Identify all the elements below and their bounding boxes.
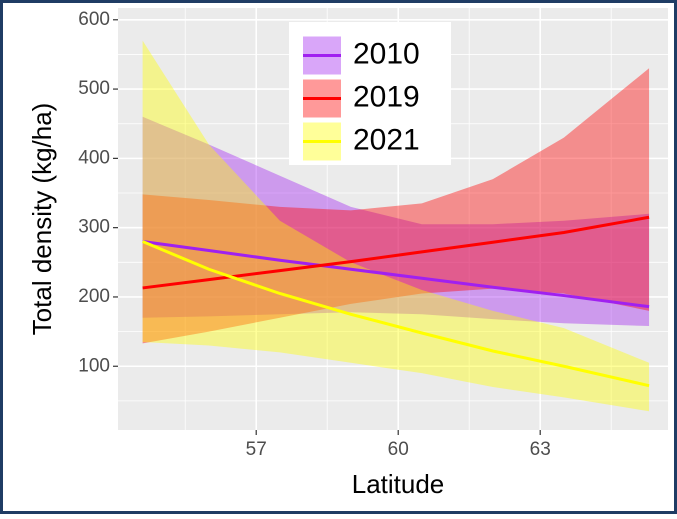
y-tick-label: 600 — [78, 9, 110, 30]
y-axis-title: Total density (kg/ha) — [27, 103, 57, 336]
legend-label: 2021 — [353, 123, 420, 156]
y-tick-label: 200 — [78, 286, 110, 307]
x-tick-label: 63 — [530, 439, 551, 460]
y-tick-label: 500 — [78, 78, 110, 99]
x-axis-title: Latitude — [352, 469, 445, 499]
x-tick-label: 60 — [388, 439, 409, 460]
y-tick-label: 300 — [78, 217, 110, 238]
trend-line — [142, 240, 650, 388]
x-tick-label: 57 — [246, 439, 267, 460]
y-tick-label: 100 — [78, 355, 110, 376]
legend-label: 2019 — [353, 80, 420, 113]
confidence-band — [142, 68, 650, 344]
trend-line — [142, 215, 650, 290]
y-tick-label: 400 — [78, 147, 110, 168]
trend-line — [142, 240, 650, 309]
legend-label: 2010 — [353, 37, 420, 70]
confidence-band — [142, 40, 650, 412]
confidence-band — [142, 116, 650, 327]
